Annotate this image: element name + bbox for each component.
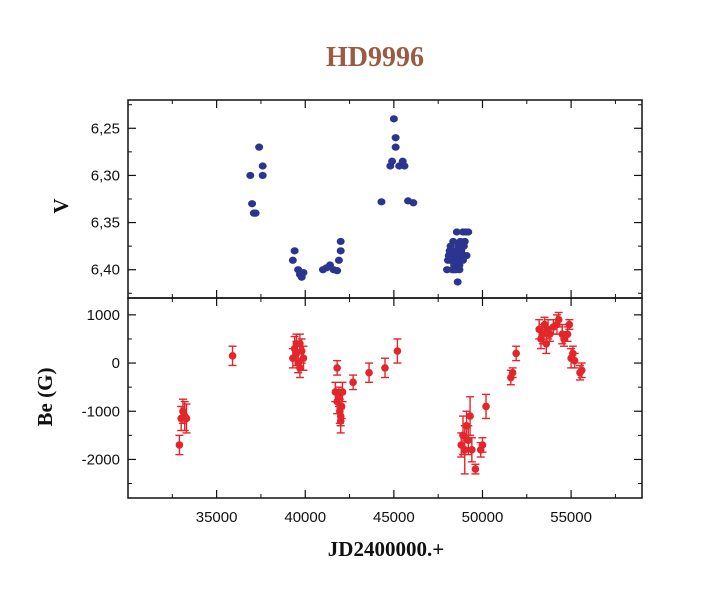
be-point <box>478 441 487 449</box>
top-y-tick-label: 6,35 <box>91 215 120 232</box>
v-point <box>299 268 308 277</box>
be-point <box>468 446 476 454</box>
be-point <box>338 388 347 396</box>
be-point <box>563 330 572 338</box>
be-point <box>508 368 517 377</box>
be-point <box>296 339 304 348</box>
v-point <box>446 256 455 264</box>
v-point <box>452 228 461 236</box>
v-point <box>460 237 469 246</box>
top-panel-points <box>246 115 473 286</box>
be-point <box>228 352 237 360</box>
v-point <box>451 266 460 274</box>
be-point <box>570 356 579 365</box>
x-tick-label: 55000 <box>550 509 592 526</box>
bottom-y-tick-label: -2000 <box>82 451 120 468</box>
bottom-y-axis-title: Be (G) <box>33 368 57 427</box>
bottom-panel-ticks: 1000 0 -1000 -2000 35000 40000 45000 50000 55000 <box>82 100 642 526</box>
v-point <box>336 237 345 246</box>
bottom-panel-frame <box>127 297 643 499</box>
v-point <box>246 171 255 180</box>
be-point <box>336 412 345 420</box>
top-y-axis-title: V <box>49 198 73 213</box>
v-point <box>391 134 400 142</box>
be-point <box>512 349 520 358</box>
v-point <box>391 143 400 151</box>
v-point <box>336 247 345 255</box>
v-point <box>464 228 473 236</box>
v-point <box>409 199 418 207</box>
v-point <box>258 171 267 180</box>
bottom-y-tick-label: 1000 <box>87 307 120 324</box>
v-point <box>333 267 342 275</box>
x-tick-label: 45000 <box>373 509 415 526</box>
be-point <box>554 315 563 324</box>
be-point <box>471 465 480 473</box>
v-point <box>248 200 257 208</box>
v-point <box>449 237 458 246</box>
v-point <box>290 247 299 255</box>
v-point <box>249 209 258 217</box>
v-point <box>388 157 397 165</box>
chart-title: HD9996 <box>326 42 424 73</box>
x-tick-label: 50000 <box>462 509 504 526</box>
be-point <box>175 441 184 449</box>
top-panel-frame <box>127 99 643 299</box>
v-point <box>258 162 267 170</box>
be-point <box>577 366 586 375</box>
top-y-tick-label: 6,40 <box>91 262 120 279</box>
be-point <box>182 414 191 423</box>
v-point <box>288 256 297 264</box>
x-tick-label: 40000 <box>284 509 326 526</box>
bottom-panel-points <box>175 311 586 475</box>
bottom-y-tick-label: 0 <box>112 355 120 372</box>
v-point <box>453 278 462 286</box>
be-point <box>466 412 474 420</box>
v-point <box>255 143 264 151</box>
be-point <box>299 354 308 363</box>
x-axis-title: JD2400000.+ <box>328 537 444 561</box>
bottom-panel-be: 1000 0 -1000 -2000 35000 40000 45000 50000 55000… <box>33 100 643 561</box>
v-point <box>400 162 409 170</box>
be-point <box>393 347 402 355</box>
top-panel-ticks: 6,25 6,30 6,35 6,40 <box>91 104 642 294</box>
v-point <box>377 198 386 206</box>
be-point <box>365 368 373 377</box>
top-y-tick-label: 6,30 <box>91 167 120 184</box>
be-point <box>349 378 357 387</box>
v-point <box>389 115 398 123</box>
be-point <box>381 364 389 372</box>
be-point <box>460 446 469 454</box>
bottom-y-tick-label: -1000 <box>82 403 120 420</box>
be-point <box>565 320 574 329</box>
top-panel-v: 6,25 6,30 6,35 6,40 V <box>49 99 643 299</box>
v-point <box>458 256 467 264</box>
top-y-tick-label: 6,25 <box>91 120 120 137</box>
x-tick-label: 35000 <box>196 509 238 526</box>
be-point <box>482 402 490 411</box>
be-point <box>333 364 341 372</box>
v-point <box>334 256 343 264</box>
